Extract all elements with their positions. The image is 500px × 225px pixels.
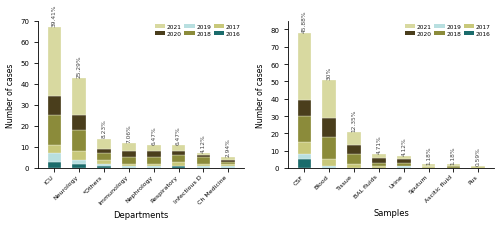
Bar [147,158,160,164]
Bar [298,160,311,168]
Bar [48,28,61,97]
Bar [147,151,160,158]
Bar [172,156,185,162]
Bar [172,162,185,166]
Bar [298,34,311,101]
Bar [372,163,386,166]
Bar [298,142,311,154]
Text: 4.12%: 4.12% [401,137,406,155]
Bar [196,156,210,158]
Bar [196,164,210,166]
Bar [372,158,386,163]
Bar [446,166,460,168]
Bar [222,160,235,162]
Text: 25.29%: 25.29% [76,55,82,77]
Bar [372,166,386,168]
Text: 1.18%: 1.18% [426,145,431,164]
Bar [222,162,235,164]
Bar [97,166,111,168]
Bar [122,166,136,168]
Bar [298,101,311,117]
Bar [48,145,61,153]
Text: 4.12%: 4.12% [201,134,206,153]
Legend: 2021, 2020, 2019, 2018, 2017, 2016: 2021, 2020, 2019, 2018, 2017, 2016 [404,25,492,37]
Text: 0.59%: 0.59% [476,147,480,166]
Bar [196,166,210,168]
Text: 2.94%: 2.94% [226,138,230,157]
Bar [222,158,235,160]
Bar [222,164,235,166]
Bar [298,154,311,160]
Bar [147,164,160,166]
Bar [422,166,436,168]
Y-axis label: Number of cases: Number of cases [256,63,264,127]
Bar [97,164,111,166]
Bar [172,151,185,156]
Text: 39.41%: 39.41% [52,4,57,27]
Text: 6.47%: 6.47% [151,126,156,144]
Bar [147,145,160,151]
Bar [72,151,86,160]
Bar [397,156,410,160]
Bar [48,116,61,145]
Bar [72,116,86,130]
Bar [347,165,361,168]
Bar [122,143,136,151]
X-axis label: Samples: Samples [374,208,409,217]
Bar [48,162,61,168]
Bar [97,153,111,160]
Text: 1.18%: 1.18% [451,145,456,164]
Bar [347,132,361,146]
Bar [48,153,61,162]
Bar [72,130,86,151]
Bar [196,153,210,156]
Bar [97,149,111,153]
Bar [122,164,136,166]
Bar [422,165,436,166]
Bar [172,166,185,168]
Legend: 2021, 2020, 2019, 2018, 2017, 2016: 2021, 2020, 2019, 2018, 2017, 2016 [154,25,242,37]
Bar [397,160,410,163]
Bar [372,154,386,158]
Bar [298,117,311,142]
Text: 4.71%: 4.71% [376,135,382,153]
Bar [122,151,136,158]
Bar [196,158,210,164]
Bar [72,78,86,116]
Bar [97,160,111,164]
Bar [172,145,185,151]
Bar [72,160,86,164]
Bar [222,166,235,168]
Text: 30%: 30% [326,66,332,79]
Bar [147,166,160,168]
Text: 12.35%: 12.35% [352,109,356,131]
Bar [72,164,86,168]
Text: 6.47%: 6.47% [176,126,181,144]
Bar [322,166,336,168]
Text: 45.88%: 45.88% [302,10,307,33]
Bar [122,158,136,164]
Bar [48,97,61,116]
Bar [397,166,410,168]
Bar [322,80,336,118]
Bar [347,154,361,165]
Bar [347,146,361,154]
Text: 8.23%: 8.23% [102,119,106,138]
Bar [97,139,111,149]
Bar [472,166,485,168]
Y-axis label: Number of cases: Number of cases [6,63,15,127]
Text: 7.06%: 7.06% [126,123,132,142]
Bar [397,163,410,166]
Bar [446,165,460,166]
Bar [322,118,336,137]
Bar [322,137,336,160]
Bar [322,160,336,166]
X-axis label: Departments: Departments [114,211,169,219]
